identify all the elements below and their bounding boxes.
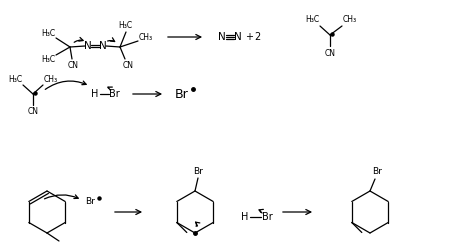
Text: Br: Br <box>262 212 273 222</box>
Text: CN: CN <box>27 107 38 116</box>
Text: CH₃: CH₃ <box>139 33 153 43</box>
Text: Br: Br <box>175 88 189 100</box>
Text: Br: Br <box>109 89 120 99</box>
Text: CN: CN <box>325 48 336 58</box>
Text: H₃C: H₃C <box>305 15 319 24</box>
Text: N: N <box>84 41 92 51</box>
Text: H₃C: H₃C <box>8 75 22 83</box>
Text: H: H <box>241 212 249 222</box>
Text: H₃C: H₃C <box>118 22 132 30</box>
Text: CH₃: CH₃ <box>44 75 58 83</box>
Text: Br: Br <box>85 197 95 206</box>
Text: N: N <box>99 41 107 51</box>
Text: Br: Br <box>372 167 382 176</box>
Text: Br: Br <box>193 166 203 175</box>
Text: N: N <box>234 32 242 42</box>
Text: +: + <box>245 32 253 42</box>
Text: CN: CN <box>67 61 78 70</box>
Text: H₃C: H₃C <box>41 55 55 65</box>
Text: H₃C: H₃C <box>41 29 55 38</box>
Text: H: H <box>91 89 98 99</box>
Text: N: N <box>218 32 226 42</box>
Text: 2: 2 <box>254 32 260 42</box>
Text: CH₃: CH₃ <box>343 15 357 24</box>
Text: CN: CN <box>122 61 133 70</box>
